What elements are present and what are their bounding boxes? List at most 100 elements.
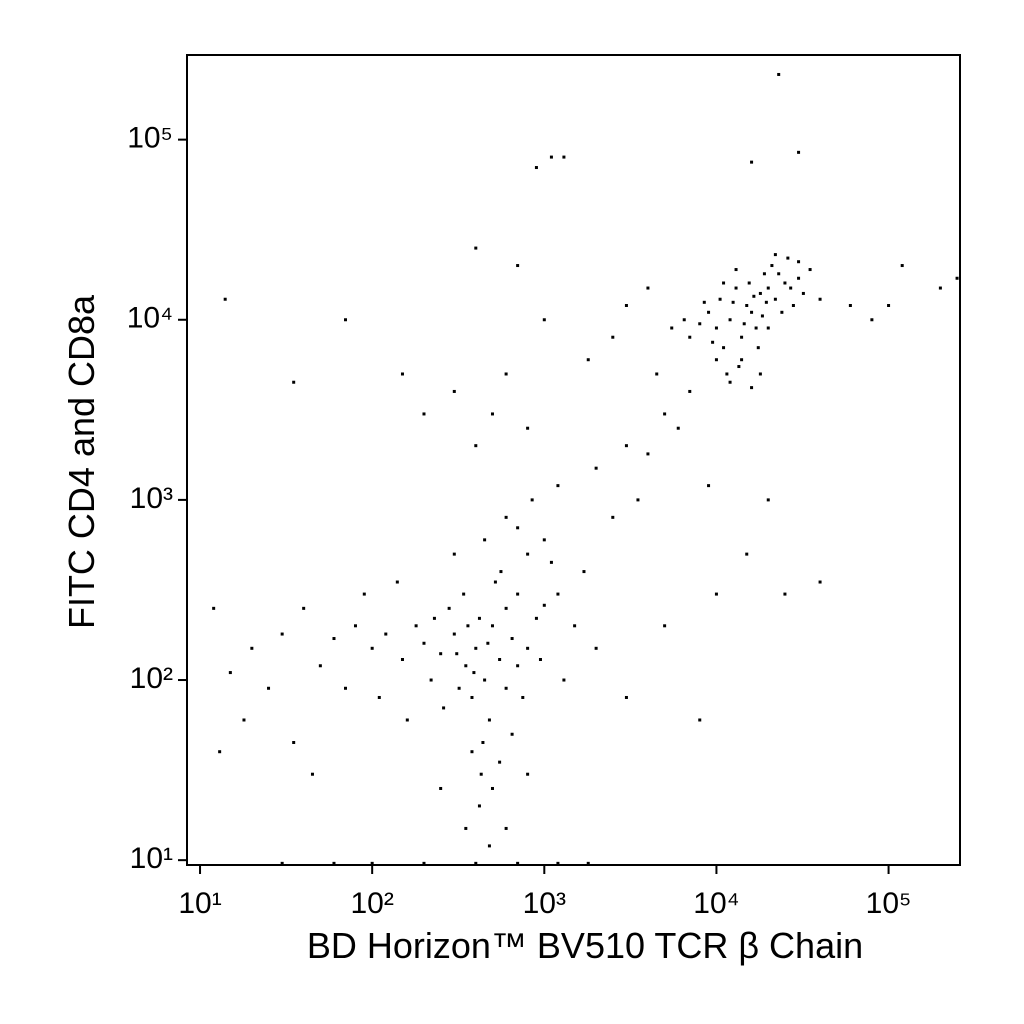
dot: [395, 580, 399, 584]
dot: [766, 286, 770, 290]
dot: [750, 310, 754, 314]
dot: [780, 310, 784, 314]
dot: [556, 592, 560, 596]
dot: [452, 389, 456, 393]
dot: [353, 624, 357, 628]
dot: [490, 786, 494, 790]
dot: [400, 372, 404, 376]
dot: [400, 658, 404, 662]
dot: [542, 538, 546, 542]
dot: [731, 300, 735, 304]
dot: [486, 641, 490, 645]
dot: [818, 580, 822, 584]
dot: [526, 646, 530, 650]
y-tick-label: 10³: [130, 482, 173, 515]
y-tick-label: 10²: [130, 662, 173, 695]
dot: [698, 322, 702, 326]
dot: [783, 592, 787, 596]
dot: [310, 772, 314, 776]
dot: [734, 286, 738, 290]
dot: [714, 592, 718, 596]
dot: [556, 861, 560, 865]
dot: [499, 570, 503, 574]
dot: [750, 160, 754, 164]
dot: [534, 616, 538, 620]
dot: [725, 372, 729, 376]
dot: [384, 632, 388, 636]
dot: [414, 624, 418, 628]
dot: [808, 268, 812, 272]
dot: [490, 624, 494, 628]
dot: [242, 718, 246, 722]
dot: [477, 804, 481, 808]
dot: [516, 592, 520, 596]
dot: [462, 592, 466, 596]
dot: [280, 632, 284, 636]
dot: [228, 671, 232, 675]
dot: [900, 264, 904, 268]
dot: [636, 498, 640, 502]
dot: [624, 444, 628, 448]
dot: [766, 326, 770, 330]
dot: [212, 606, 216, 610]
dot: [542, 603, 546, 607]
dot: [745, 303, 749, 307]
dot: [938, 286, 942, 290]
dot: [646, 286, 650, 290]
dot: [439, 786, 443, 790]
dot: [848, 303, 852, 307]
dot: [688, 389, 692, 393]
dot: [773, 253, 777, 257]
dot: [292, 380, 296, 384]
dot: [711, 340, 715, 344]
dot: [302, 606, 306, 610]
plot-frame: [186, 54, 961, 866]
dot: [728, 380, 732, 384]
dot: [955, 276, 959, 280]
dot: [483, 678, 487, 682]
dot: [318, 664, 322, 668]
dot: [758, 291, 762, 295]
dot: [526, 772, 530, 776]
dot: [504, 826, 508, 830]
dot: [422, 861, 426, 865]
dot: [292, 740, 296, 744]
dot: [766, 498, 770, 502]
dot: [670, 326, 674, 330]
dot: [734, 268, 738, 272]
dot: [470, 750, 474, 754]
dot: [702, 300, 706, 304]
x-tick-label: 10⁵: [866, 887, 912, 920]
dot: [718, 297, 722, 301]
dot: [516, 526, 520, 530]
x-tick-label: 10²: [350, 887, 393, 920]
dot: [516, 264, 520, 268]
y-tick-label: 10¹: [130, 842, 173, 875]
dot: [429, 678, 433, 682]
dot: [624, 695, 628, 699]
dot: [745, 552, 749, 556]
dot: [516, 664, 520, 668]
x-tick-label: 10¹: [178, 887, 221, 920]
dot: [750, 386, 754, 390]
dot: [740, 358, 744, 362]
dot: [752, 294, 756, 298]
dot: [344, 318, 348, 322]
x-tick-label: 10⁴: [693, 887, 739, 920]
dot: [479, 772, 483, 776]
dot: [474, 646, 478, 650]
dot: [474, 246, 478, 250]
dot: [280, 861, 284, 865]
dot: [562, 678, 566, 682]
dot: [722, 346, 726, 350]
dot: [624, 303, 628, 307]
dot: [764, 300, 768, 304]
dot: [549, 560, 553, 564]
y-axis-title: FITC CD4 and CD8a: [61, 294, 102, 629]
dot: [487, 718, 491, 722]
dot: [770, 264, 774, 268]
dot: [344, 686, 348, 690]
dot: [452, 552, 456, 556]
dot: [740, 335, 744, 339]
